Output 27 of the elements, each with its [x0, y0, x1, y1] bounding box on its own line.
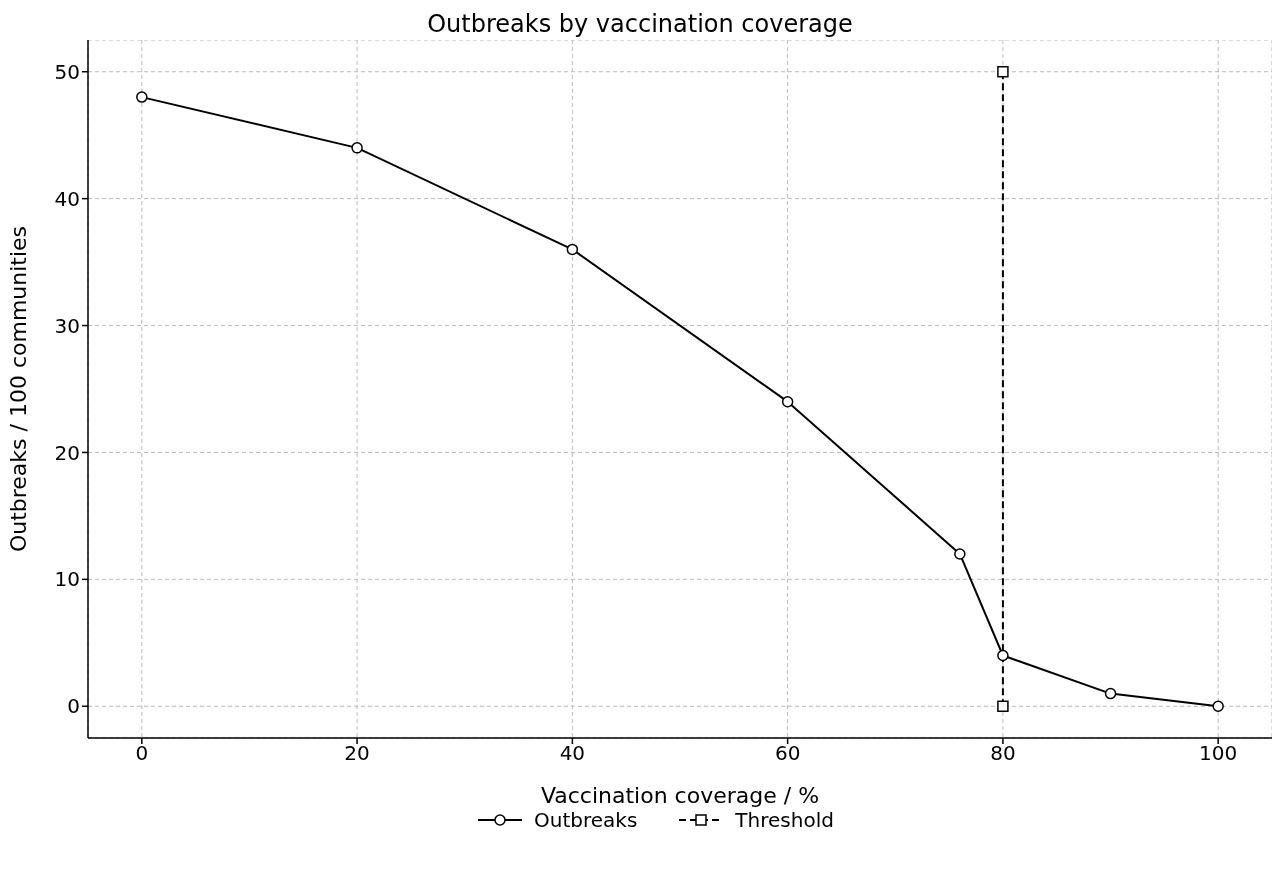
- point: [136, 91, 148, 103]
- point: [1104, 687, 1117, 700]
- y-tick-label: 40: [54, 186, 80, 211]
- y-tick-label: 30: [54, 313, 80, 338]
- chart-title: Outbreaks by vaccination coverage: [426, 9, 854, 40]
- x-tick-label: 100: [1199, 741, 1238, 766]
- point: [997, 700, 1009, 713]
- point: [997, 65, 1009, 78]
- x-tick-label: 40: [559, 741, 586, 766]
- y-tick-label: 0: [67, 694, 80, 719]
- x-tick-label: 20: [344, 741, 370, 766]
- y-axis-title: Outbreaks / 100 communities: [5, 225, 31, 553]
- x-tick-label: 60: [774, 741, 801, 766]
- y-tick-label: 10: [54, 567, 80, 592]
- point: [566, 243, 579, 256]
- y-tick-label: 50: [54, 59, 80, 84]
- point: [997, 649, 1009, 662]
- point: [781, 395, 794, 408]
- point: [954, 548, 966, 560]
- x-tick-label: 80: [990, 741, 1016, 766]
- legend-label: Outbreaks: [534, 808, 638, 832]
- legend-label: Threshold: [735, 808, 834, 832]
- x-tick-label: 0: [135, 741, 149, 766]
- y-tick-label: 20: [54, 440, 80, 465]
- point: [351, 142, 363, 154]
- x-axis-title: Vaccination coverage / %: [540, 783, 820, 808]
- point: [1212, 700, 1224, 713]
